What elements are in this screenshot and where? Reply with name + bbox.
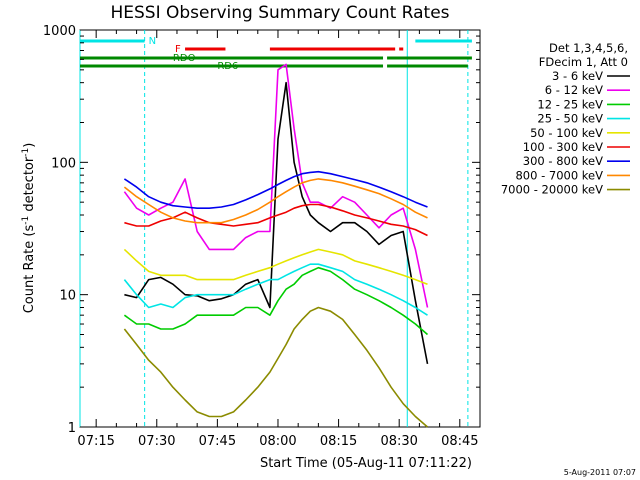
chart-title: HESSI Observing Summary Count Rates [110,3,449,23]
legend-header-line: Det 1,3,4,5,6, [549,41,628,55]
x-axis: 07:15 07:30 07:45 08:00 08:15 08:30 08:45 [77,30,481,449]
legend-label: 3 - 6 keV [552,69,603,83]
x-tick-label: 07:15 [77,434,114,449]
legend-label: 12 - 25 keV [537,97,603,111]
x-tick-label: 07:45 [199,434,236,449]
legend-label: 50 - 100 keV [530,126,603,140]
y-axis-label-part: ) [22,143,37,148]
x-axis-label: Start Time (05-Aug-11 07:11:22) [260,456,472,471]
series-lines [123,63,429,428]
series-line [124,203,428,237]
series-line [123,170,428,209]
x-tick-label: 08:15 [320,434,357,449]
legend-label: 800 - 7000 keV [515,168,603,182]
y-axis: 1 10 100 1000 [43,24,480,436]
legend-label: 7000 - 20000 keV [501,183,603,197]
x-tick-label: 07:30 [138,434,175,449]
vertical-markers [79,30,469,427]
series-line [123,248,428,285]
y-axis-label-exp: -1 [21,148,31,157]
y-axis-label-part: Count Rate (s [22,225,37,314]
flag-label: N [149,36,156,47]
y-axis-label-part: detector [22,156,37,216]
series-line [123,306,429,428]
y-tick-label: 1 [68,421,76,436]
series-line [123,63,429,308]
x-tick-label: 08:45 [441,434,478,449]
x-tick-label: 08:30 [380,434,417,449]
x-tick-label: 08:00 [259,434,296,449]
flag-label: RDO [173,53,196,64]
y-tick-label: 1000 [43,24,76,39]
flag-label: RD6 [217,61,238,72]
flag-label: F [175,44,181,55]
series-line [124,81,429,365]
plot-frame [79,29,481,428]
legend-label: 100 - 300 keV [523,140,603,154]
series-line [123,178,428,224]
series-line [123,263,428,316]
y-axis-label-exp: -1 [21,216,31,225]
legend-header-line: FDecim 1, Att 0 [539,55,628,69]
footer-timestamp: 5-Aug-2011 07:07 [564,468,636,477]
series-line [123,266,429,336]
y-tick-label: 100 [51,156,76,171]
legend-label: 6 - 12 keV [545,83,603,97]
y-tick-label: 10 [59,289,76,304]
legend-label: 300 - 800 keV [523,154,603,168]
y-axis-label: Count Rate (s-1 detector-1) [21,143,37,314]
legend-label: 25 - 50 keV [537,112,603,126]
